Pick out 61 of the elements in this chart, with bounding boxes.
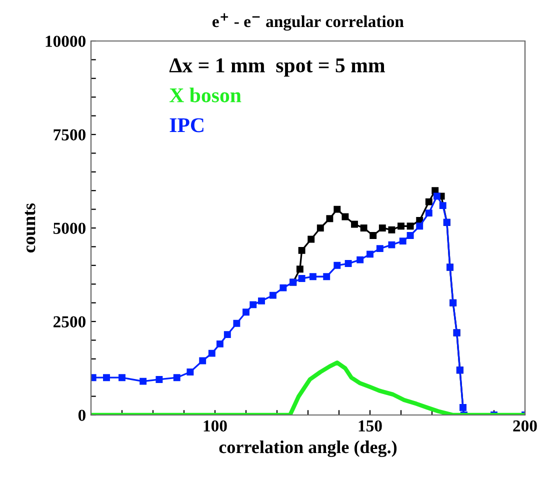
point [334,206,341,213]
point [406,222,414,230]
point [103,374,110,382]
point [378,224,386,232]
point [406,232,414,239]
text: IPC [170,118,204,132]
y-tick-label: 10000 [46,36,86,47]
point [344,260,352,268]
point [250,301,257,308]
y-axis-title: counts [24,203,36,252]
point [233,320,240,327]
point [416,222,424,230]
point [433,192,440,200]
x-tick-label: 150 [358,420,382,432]
point [224,331,231,338]
y-tick-label: 0 [78,410,86,421]
point [425,210,432,217]
point [360,224,368,232]
point [156,376,163,383]
point [298,275,306,282]
point [242,308,250,316]
point [342,213,349,220]
point [199,357,206,364]
point [370,232,377,239]
chart-title: e$^{+}$ - e$^{−}$ angular correlation [212,13,404,31]
y-tick-label: 2500 [54,316,86,328]
point [118,374,126,382]
point [296,266,304,273]
point [326,215,334,222]
point [334,262,341,269]
point [208,350,216,357]
point [140,378,147,385]
point [316,224,324,232]
x-tick-label: 200 [513,420,537,432]
point [439,202,446,210]
text: X boson [170,88,242,102]
point [356,256,364,264]
point [432,187,439,194]
point [398,222,404,230]
point [308,236,315,243]
point [351,220,358,228]
point [323,273,330,280]
point [388,241,396,248]
point [399,238,406,245]
x-tick-label: 100 [204,420,227,432]
point [173,374,180,382]
point [309,273,316,280]
point [216,340,224,348]
point [186,368,194,376]
point [376,245,384,252]
x-axis-title: correlation angle (deg.) [219,440,397,458]
annotation: Δx = 1 mm spot = 5 mm [169,58,385,77]
point [269,292,276,299]
y-tick-label: 5000 [53,222,86,234]
point [366,250,374,258]
point [298,246,306,254]
point [388,226,396,234]
point [280,284,287,292]
point [258,297,265,304]
y-tick-label: 7500 [54,129,86,140]
point [425,198,432,206]
